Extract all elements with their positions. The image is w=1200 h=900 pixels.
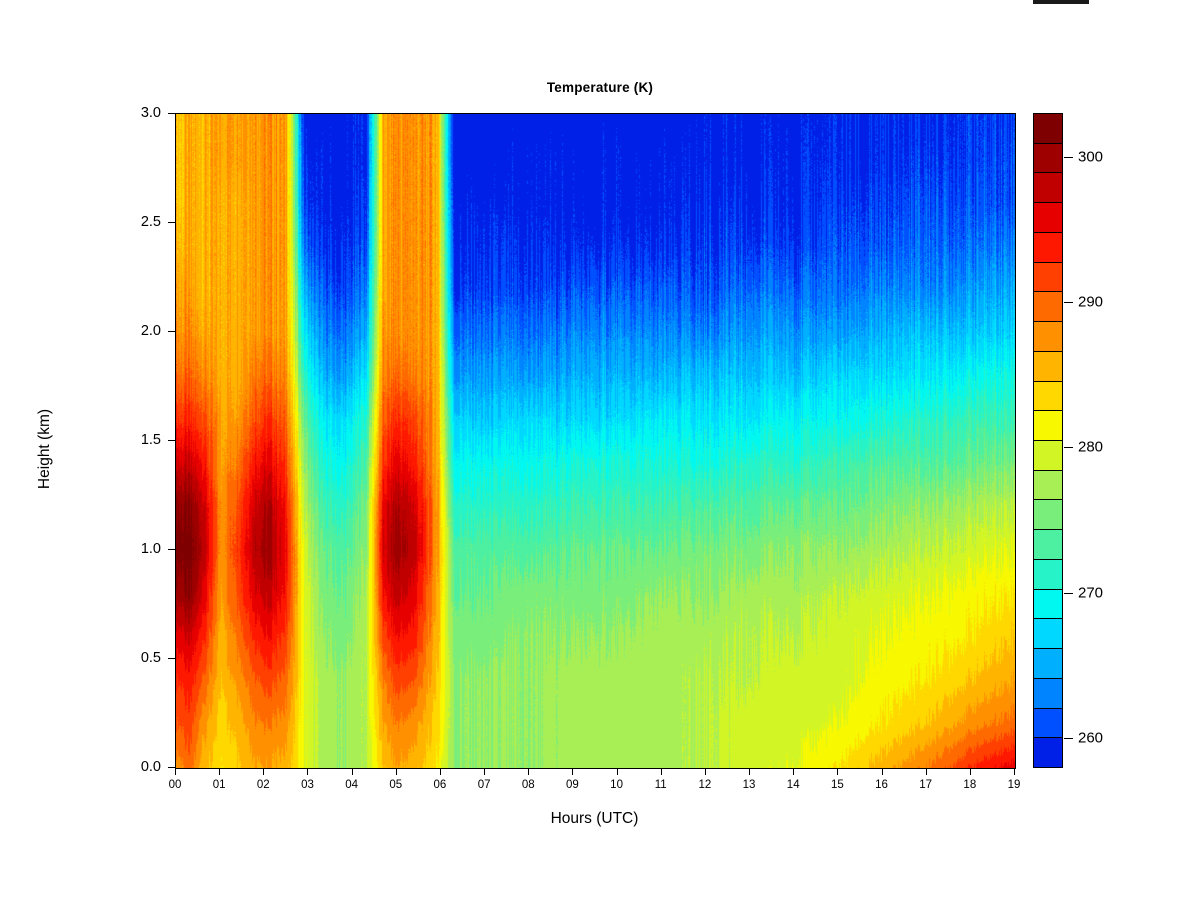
x-tick-label: 11 — [654, 779, 667, 791]
x-tick-label: 02 — [256, 779, 270, 791]
y-tick-label: 2.0 — [140, 323, 161, 339]
colorbar-band — [1033, 648, 1063, 679]
x-tick-mark — [219, 768, 220, 775]
colorbar-band — [1033, 618, 1063, 650]
x-tick-label: 03 — [301, 779, 314, 791]
colorbar — [1033, 113, 1063, 768]
colorbar-tick-mark — [1064, 302, 1073, 303]
x-tick-label: 05 — [389, 779, 403, 791]
y-tick-label: 3.0 — [140, 105, 161, 121]
x-axis-title: Hours (UTC) — [550, 810, 639, 827]
x-tick-label: 09 — [566, 779, 579, 791]
top-edge-artifact — [1033, 0, 1089, 4]
colorbar-tick-mark — [1064, 447, 1073, 448]
x-tick-mark — [661, 768, 662, 775]
colorbar-band — [1033, 469, 1063, 501]
x-tick-mark — [528, 768, 529, 775]
colorbar-tick-label: 270 — [1078, 584, 1104, 602]
colorbar-band — [1033, 321, 1063, 352]
x-tick-label: 19 — [1007, 779, 1021, 791]
colorbar-band — [1033, 261, 1063, 293]
heatmap-canvas — [176, 114, 1015, 768]
x-tick-mark — [617, 768, 618, 775]
y-tick-label: 2.5 — [140, 214, 161, 230]
chart-title: Temperature (K) — [546, 80, 654, 95]
x-tick-mark — [175, 768, 176, 775]
x-tick-mark — [484, 768, 485, 775]
x-tick-label: 08 — [521, 779, 535, 791]
colorbar-tick-label: 280 — [1078, 438, 1104, 456]
colorbar-band — [1033, 529, 1063, 560]
colorbar-band — [1033, 142, 1063, 174]
x-tick-mark — [749, 768, 750, 775]
x-tick-label: 15 — [830, 779, 844, 791]
x-tick-label: 00 — [168, 779, 182, 791]
colorbar-band — [1033, 588, 1063, 620]
x-tick-label: 17 — [919, 779, 933, 791]
x-tick-label: 04 — [345, 779, 359, 791]
colorbar-band — [1033, 202, 1063, 233]
colorbar-band — [1033, 410, 1063, 441]
y-tick-mark — [168, 549, 175, 550]
y-tick-mark — [168, 222, 175, 223]
x-tick-mark — [263, 768, 264, 775]
y-tick-mark — [168, 658, 175, 659]
colorbar-band — [1033, 558, 1063, 590]
colorbar-tick-mark — [1064, 738, 1073, 739]
x-tick-mark — [352, 768, 353, 775]
colorbar-band — [1033, 499, 1063, 531]
colorbar-band — [1033, 440, 1063, 471]
y-axis-title: Height (km) — [36, 408, 53, 490]
x-tick-label: 18 — [963, 779, 977, 791]
x-tick-mark — [572, 768, 573, 775]
x-tick-label: 12 — [698, 779, 712, 791]
colorbar-band — [1033, 677, 1063, 709]
x-tick-mark — [440, 768, 441, 775]
colorbar-band — [1033, 291, 1063, 323]
y-tick-mark — [168, 113, 175, 114]
colorbar-tick-label: 300 — [1078, 148, 1104, 166]
x-tick-label: 14 — [786, 779, 800, 791]
colorbar-tick-mark — [1064, 593, 1073, 594]
y-tick-label: 1.0 — [140, 541, 161, 557]
colorbar-band — [1033, 113, 1063, 144]
colorbar-band — [1033, 380, 1063, 412]
colorbar-band — [1033, 231, 1063, 263]
y-tick-mark — [168, 767, 175, 768]
x-tick-label: 13 — [742, 779, 756, 791]
y-tick-mark — [168, 331, 175, 332]
x-tick-mark — [882, 768, 883, 775]
colorbar-tick-label: 260 — [1078, 729, 1104, 747]
y-tick-label: 1.5 — [140, 432, 161, 448]
colorbar-band — [1033, 737, 1063, 768]
heatmap-plot-area — [175, 113, 1016, 769]
x-tick-mark — [926, 768, 927, 775]
x-tick-mark — [1014, 768, 1015, 775]
colorbar-tick-mark — [1064, 157, 1073, 158]
x-tick-label: 16 — [875, 779, 888, 791]
x-tick-mark — [970, 768, 971, 775]
x-tick-label: 10 — [610, 779, 623, 791]
x-tick-label: 06 — [433, 779, 447, 791]
x-tick-label: 07 — [477, 779, 491, 791]
x-tick-mark — [705, 768, 706, 775]
x-tick-mark — [396, 768, 397, 775]
colorbar-band — [1033, 707, 1063, 739]
x-tick-label: 01 — [212, 779, 226, 791]
colorbar-tick-label: 290 — [1078, 293, 1104, 311]
y-tick-label: 0.5 — [140, 650, 161, 666]
y-tick-label: 0.0 — [140, 759, 161, 775]
y-tick-mark — [168, 440, 175, 441]
colorbar-band — [1033, 172, 1063, 204]
x-tick-mark — [307, 768, 308, 775]
x-tick-mark — [793, 768, 794, 775]
x-tick-mark — [837, 768, 838, 775]
colorbar-band — [1033, 350, 1063, 382]
